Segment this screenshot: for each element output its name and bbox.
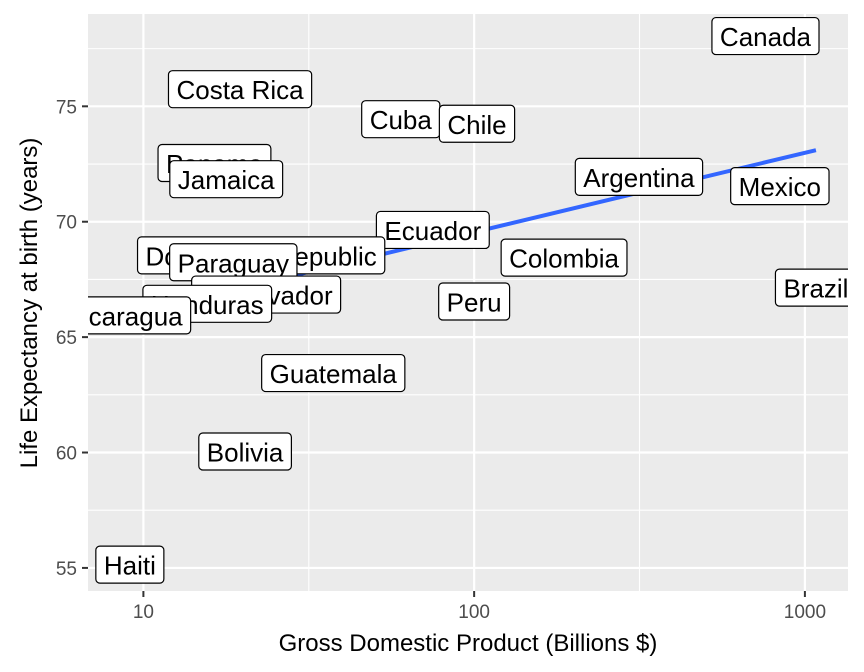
point-label-box (574, 157, 704, 196)
point-label: Chile (438, 104, 516, 143)
point-label-box (198, 432, 292, 471)
point-label-box (88, 296, 192, 335)
point-label: Canada (711, 16, 820, 56)
point-label-box (500, 238, 628, 277)
point-label-text: Haiti (104, 551, 156, 581)
point-label-text: Brazil (783, 274, 848, 304)
y-tick-label: 65 (56, 328, 77, 349)
x-tick-label: 10 (133, 602, 154, 623)
point-label-box (375, 210, 490, 250)
point-label-text: Jamaica (178, 165, 275, 195)
y-tick-label: 75 (56, 97, 77, 118)
point-label: Bolivia (198, 432, 292, 471)
x-tick-label: 100 (458, 602, 490, 623)
point-label: Mexico (730, 167, 830, 206)
point-label: Costa Rica (167, 70, 313, 109)
y-tick-label: 55 (56, 559, 77, 580)
x-axis-title: Gross Domestic Product (Billions $) (279, 630, 658, 657)
point-label: Nicaragua (64, 296, 192, 335)
x-tick-label: 1000 (784, 602, 826, 623)
point-label: Guatemala (261, 353, 406, 393)
point-label-box (730, 167, 830, 206)
point-label-box (438, 282, 511, 321)
point-label-text: Paraguay (178, 248, 289, 278)
point-label-text: Cuba (370, 105, 433, 135)
point-label-box (95, 545, 165, 584)
point-label: Argentina (574, 157, 704, 196)
point-label: Jamaica (169, 160, 284, 199)
point-label-text: Colombia (509, 244, 619, 274)
point-label-box (261, 353, 406, 393)
point-label-box (774, 268, 848, 307)
point-label-text: Argentina (583, 163, 695, 193)
y-axis-title: Life Expectancy at birth (years) (16, 138, 43, 469)
point-label-text: Nicaragua (64, 301, 183, 331)
point-label: Colombia (500, 238, 628, 277)
point-label-text: Guatemala (270, 359, 398, 389)
point-label: Paraguay (169, 243, 298, 282)
point-label-text: Peru (447, 288, 502, 318)
point-label-text: Ecuador (384, 216, 481, 246)
point-label-box (169, 160, 284, 199)
point-label: Peru (438, 282, 511, 321)
point-label-text: Bolivia (207, 438, 284, 468)
axes-layer: 55 60 65 70 75 10 100 1000 (56, 97, 826, 623)
point-label-text: Chile (447, 110, 506, 140)
point-label: Cuba (361, 100, 441, 139)
y-tick-label: 60 (56, 444, 77, 465)
point-label-text: Canada (720, 22, 812, 52)
point-label: Brazil (774, 268, 848, 307)
point-label: Ecuador (375, 210, 490, 250)
point-label-text: Mexico (739, 172, 821, 202)
point-label-text: Costa Rica (176, 75, 304, 105)
point-label-box (167, 70, 313, 109)
point-label: Haiti (95, 545, 165, 584)
point-label-box (711, 16, 820, 56)
y-tick-label: 70 (56, 213, 77, 234)
point-label-box (438, 104, 516, 143)
